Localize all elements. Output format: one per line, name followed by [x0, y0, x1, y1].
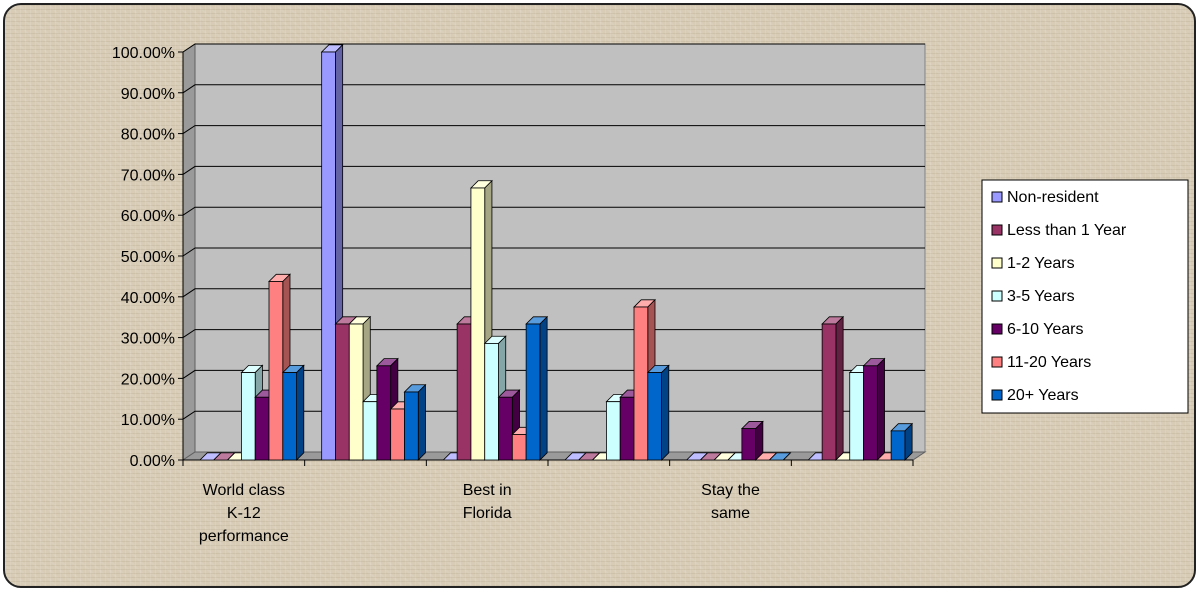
- axes: [178, 51, 914, 466]
- bar: [403, 383, 427, 461]
- x-category-label: World class: [203, 482, 285, 499]
- y-tick-label: 30.00%: [121, 331, 175, 348]
- y-tick-label: 10.00%: [121, 412, 175, 429]
- gridline: [182, 329, 925, 339]
- legend-item: Less than 1 Year: [991, 222, 1127, 239]
- bar: [646, 364, 670, 461]
- x-category-label: Best in: [463, 482, 512, 499]
- bars: [199, 43, 914, 461]
- bar: [268, 273, 291, 461]
- y-tick-label: 20.00%: [121, 371, 175, 388]
- y-tick-label: 80.00%: [121, 127, 175, 144]
- legend-item: 3-5 Years: [991, 288, 1075, 305]
- chart-frame: 0.00% 10.00% 20.00% 30.00% 40.00% 50.00% 60.00…: [3, 3, 1196, 588]
- y-tick-label: 90.00%: [121, 86, 175, 103]
- legend-swatch: [991, 191, 1003, 203]
- legend-item: 6-10 Years: [991, 321, 1084, 338]
- bar: [862, 357, 886, 461]
- x-category-label: K-12: [227, 505, 261, 522]
- bar: [281, 364, 305, 461]
- x-category-label: same: [711, 505, 750, 522]
- legend-label: 3-5 Years: [1007, 288, 1075, 305]
- gridline: [182, 84, 925, 94]
- legend-item: Non-resident: [991, 189, 1099, 206]
- legend-box: [981, 179, 1189, 414]
- y-tick-label: 40.00%: [121, 290, 175, 307]
- x-category-label: Stay the: [701, 482, 760, 499]
- legend: Non-resident Less than 1 Year 1-2 Years 3-5…: [981, 179, 1189, 414]
- legend-label: 20+ Years: [1007, 387, 1079, 404]
- gridline: [182, 410, 925, 420]
- legend-label: Less than 1 Year: [1007, 222, 1127, 239]
- gridline: [182, 206, 925, 216]
- legend-item: 20+ Years: [991, 387, 1079, 404]
- y-tick-label: 70.00%: [121, 167, 175, 184]
- y-tick-label: 60.00%: [121, 208, 175, 225]
- gridline: [182, 125, 925, 135]
- bar: [890, 422, 914, 461]
- legend-swatch: [991, 224, 1003, 236]
- gridline: [182, 165, 925, 175]
- bar: [821, 315, 845, 461]
- plot-area: [181, 43, 927, 461]
- legend-swatch: [991, 323, 1003, 335]
- legend-label: 6-10 Years: [1007, 321, 1084, 338]
- gridline: [182, 369, 925, 379]
- x-category-label: Florida: [463, 505, 512, 522]
- y-tick-label: 100.00%: [112, 45, 175, 62]
- legend-swatch: [991, 356, 1003, 368]
- bar: [525, 315, 549, 461]
- bar: [740, 420, 764, 461]
- x-category-label: performance: [199, 528, 289, 545]
- bar: [768, 452, 792, 461]
- bar-chart: 0.00% 10.00% 20.00% 30.00% 40.00% 50.00% 60.00…: [112, 43, 1189, 545]
- legend-swatch: [991, 389, 1003, 401]
- legend-label: 1-2 Years: [1007, 255, 1075, 272]
- legend-swatch: [991, 290, 1003, 302]
- legend-item: 1-2 Years: [991, 255, 1075, 272]
- y-tick-label: 0.00%: [130, 453, 175, 470]
- gridline: [182, 247, 925, 257]
- gridline: [182, 288, 925, 298]
- legend-swatch: [991, 257, 1003, 269]
- axis-labels: 0.00% 10.00% 20.00% 30.00% 40.00% 50.00% 60.00…: [112, 45, 760, 545]
- y-tick-label: 50.00%: [121, 249, 175, 266]
- legend-label: Non-resident: [1007, 189, 1099, 206]
- legend-item: 11-20 Years: [991, 354, 1091, 371]
- gridline: [182, 43, 925, 53]
- legend-label: 11-20 Years: [1007, 354, 1091, 371]
